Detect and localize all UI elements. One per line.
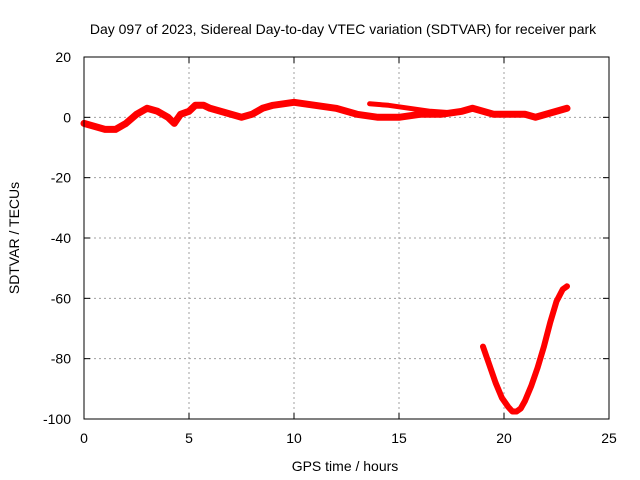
x-tick-label: 5 [185, 430, 193, 446]
x-tick-label: 15 [391, 430, 407, 446]
y-tick-label: -80 [51, 351, 71, 367]
y-tick-label: -20 [51, 170, 71, 186]
series-dip-arc [480, 283, 570, 415]
x-tick-label: 0 [80, 430, 88, 446]
y-tick-label: -100 [43, 411, 71, 427]
y-tick-label: 20 [55, 49, 71, 65]
chart-title: Day 097 of 2023, Sidereal Day-to-day VTE… [90, 21, 597, 37]
series-upper-segment [367, 101, 454, 116]
x-tick-label: 10 [286, 430, 302, 446]
y-tick-label: 0 [63, 109, 71, 125]
x-axis-label: GPS time / hours [292, 458, 399, 474]
y-axis-label: SDTVAR / TECUs [6, 182, 22, 294]
y-tick-label: -40 [51, 230, 71, 246]
x-tick-label: 20 [496, 430, 512, 446]
series-layer [80, 98, 571, 415]
x-tick-label: 25 [601, 430, 617, 446]
series-main-band [80, 98, 571, 133]
y-tick-label: -60 [51, 290, 71, 306]
ticks: 0 5 10 15 20 25 -100 -80 -60 -40 -20 0 20 [43, 49, 617, 446]
